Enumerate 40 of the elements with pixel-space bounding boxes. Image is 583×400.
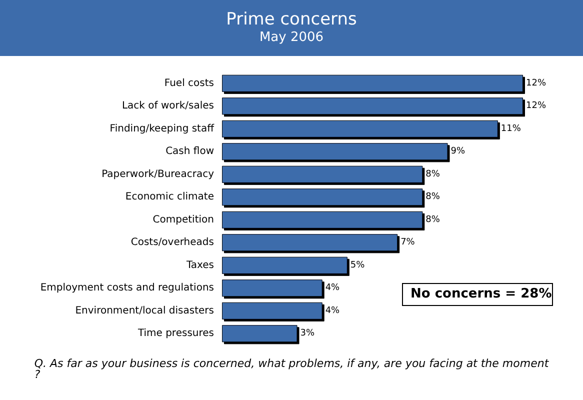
y-tick-label: Environment/local disasters <box>75 305 214 316</box>
y-tick-label: Economic climate <box>125 192 214 203</box>
data-label: 8% <box>426 169 440 180</box>
bar <box>222 280 322 297</box>
bar <box>222 143 448 160</box>
bar <box>222 120 498 138</box>
y-tick-label: Fuel costs <box>164 78 214 89</box>
data-label: 3% <box>300 328 315 339</box>
data-label: 9% <box>450 146 466 157</box>
data-label: 8% <box>426 192 440 202</box>
bar <box>222 234 398 252</box>
data-label: 8% <box>426 214 440 225</box>
data-label: 11% <box>500 124 522 134</box>
bar <box>222 302 322 320</box>
y-tick-label: Taxes <box>185 260 214 271</box>
y-tick-label: Cash flow <box>166 146 214 158</box>
chart-subtitle: May 2006 <box>259 30 324 45</box>
bar <box>222 166 423 183</box>
data-label: 5% <box>350 260 366 270</box>
data-label: 4% <box>325 283 340 294</box>
data-label: 7% <box>400 238 416 248</box>
y-tick-label: Lack of work/sales <box>122 100 214 112</box>
y-tick-label: Finding/keeping staff <box>110 123 216 134</box>
data-label: 12% <box>526 101 546 112</box>
y-tick-label: Competition <box>152 214 214 226</box>
annotation: No concerns = 28% <box>410 286 552 302</box>
text: Q. As far as your business is concerned, what problems, if any, are you facing at the moment? <box>34 357 550 381</box>
y-tick-label: Employment costs and regulations <box>40 282 214 294</box>
y-tick-label: Costs/overheads <box>130 237 214 248</box>
data-label: 12% <box>526 78 546 88</box>
bar <box>222 74 523 92</box>
bar <box>222 188 423 206</box>
y-tick-label: Time pressures <box>136 328 214 340</box>
data-label: 4% <box>325 306 340 316</box>
chart-title: Prime concerns <box>226 10 358 30</box>
bar <box>222 211 423 228</box>
bar <box>222 325 298 342</box>
bar <box>222 98 523 115</box>
bar <box>222 256 348 274</box>
y-tick-label: Paperwork/Bureacracy <box>102 168 214 180</box>
